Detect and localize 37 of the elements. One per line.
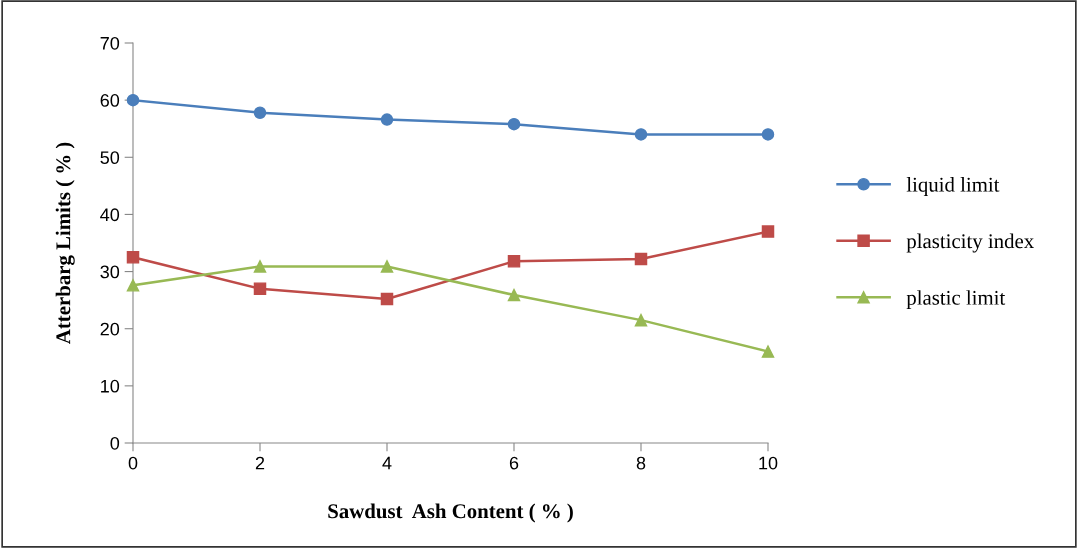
y-tick-label: 70 bbox=[100, 36, 120, 50]
x-tick-label: 8 bbox=[636, 456, 646, 470]
point bbox=[126, 251, 140, 264]
point bbox=[253, 106, 267, 119]
legend-label: plastic limit bbox=[906, 290, 1006, 310]
point bbox=[761, 225, 775, 238]
y-tick-label: 20 bbox=[100, 322, 120, 336]
point bbox=[253, 282, 267, 295]
legend-label: liquid limit bbox=[906, 177, 1000, 196]
point bbox=[380, 292, 394, 306]
point bbox=[507, 288, 521, 302]
point bbox=[380, 260, 394, 273]
point bbox=[253, 260, 267, 273]
y-tick-label: 10 bbox=[101, 379, 120, 393]
x-tick-label: 6 bbox=[509, 456, 519, 470]
point bbox=[761, 128, 775, 141]
x-tick-label: 4 bbox=[382, 456, 392, 470]
point bbox=[634, 128, 648, 141]
x-tick-label: 10 bbox=[759, 456, 778, 470]
y-tick-label: 0 bbox=[110, 436, 120, 450]
y-tick-label: 30 bbox=[100, 265, 120, 279]
point bbox=[126, 93, 140, 107]
point bbox=[126, 279, 140, 292]
y-tick-label: 40 bbox=[100, 208, 120, 222]
x-tick-label: 2 bbox=[255, 456, 265, 470]
y-tick-label: 50 bbox=[100, 151, 120, 165]
point bbox=[507, 117, 521, 131]
point bbox=[761, 345, 775, 358]
legend-label: plasticity index bbox=[906, 233, 1034, 253]
x-tick-label: 0 bbox=[128, 456, 138, 470]
y-axis-title: Atterbarg Limits ( % ) bbox=[55, 142, 75, 345]
point bbox=[380, 113, 394, 126]
x-axis-title: Sawdust Ash Content ( % ) bbox=[328, 503, 573, 523]
y-tick-label: 60 bbox=[100, 94, 120, 107]
point bbox=[634, 313, 648, 327]
point bbox=[634, 252, 648, 266]
point bbox=[507, 255, 521, 268]
